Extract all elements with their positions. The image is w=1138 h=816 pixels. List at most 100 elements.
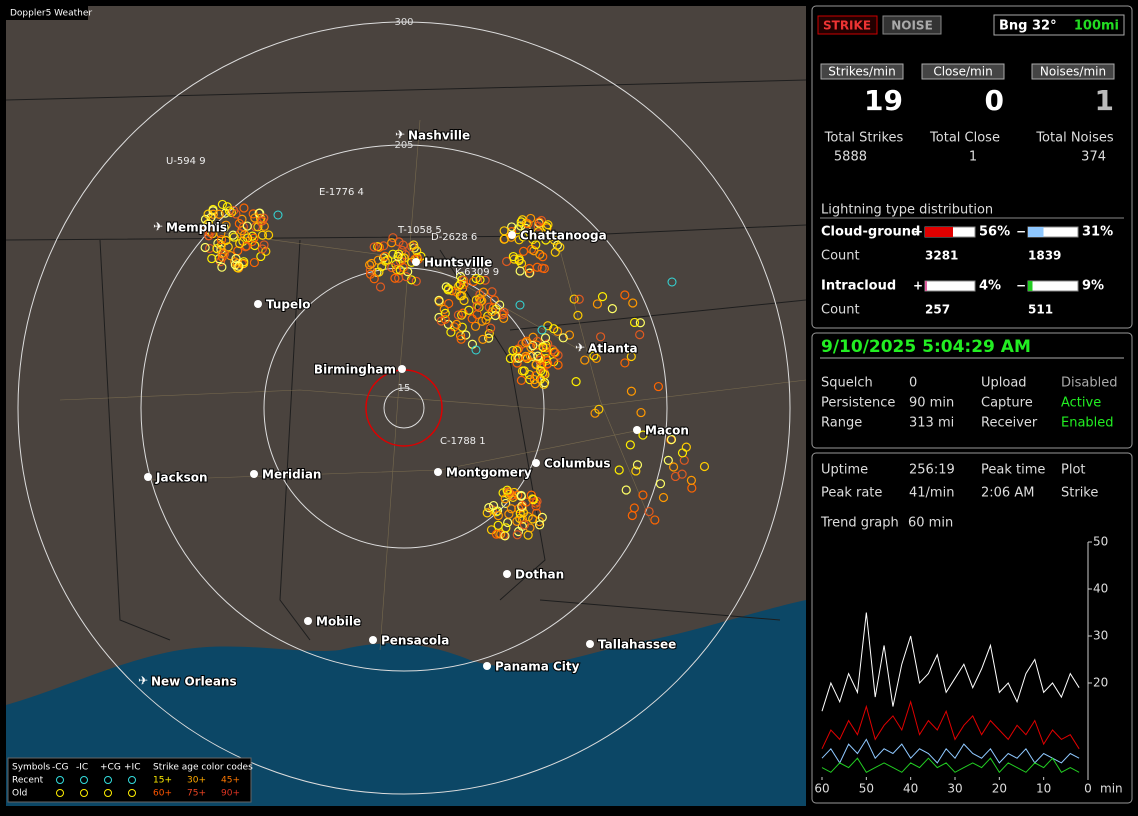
total-label: Total Strikes bbox=[824, 131, 904, 146]
title-bg bbox=[6, 6, 88, 20]
city-label: Pensacola bbox=[381, 634, 449, 648]
strike-symbol bbox=[411, 276, 421, 286]
percent: 4% bbox=[979, 279, 1001, 294]
bar-fill bbox=[1028, 281, 1033, 291]
strike-symbol bbox=[553, 360, 563, 370]
strike-symbol bbox=[535, 249, 545, 259]
storm-tag: E-1776 4 bbox=[319, 187, 364, 198]
bar-fill bbox=[925, 281, 927, 291]
strike-symbol bbox=[620, 290, 630, 300]
strike-symbol bbox=[631, 466, 641, 476]
strike-symbol bbox=[620, 358, 630, 368]
strike-symbol bbox=[508, 345, 518, 356]
strike-symbol bbox=[434, 295, 444, 306]
strike-symbol bbox=[232, 263, 243, 273]
count: 257 bbox=[925, 303, 950, 317]
strike-symbol bbox=[226, 207, 237, 218]
strike-symbol bbox=[699, 461, 710, 472]
x-tick-label: 50 bbox=[859, 782, 874, 796]
strike-symbol bbox=[253, 222, 263, 232]
x-tick-label: 60 bbox=[814, 782, 829, 796]
button[interactable] bbox=[882, 15, 942, 35]
strike-symbol bbox=[677, 469, 687, 479]
y-tick-label: 20 bbox=[1093, 676, 1108, 690]
strike-symbol bbox=[500, 494, 510, 504]
city-label: Mobile bbox=[316, 615, 361, 629]
y-tick-label: 40 bbox=[1093, 582, 1108, 596]
strike-symbol bbox=[475, 275, 485, 285]
y-tick-label: 30 bbox=[1093, 629, 1108, 643]
strike-symbol bbox=[493, 510, 503, 521]
legend-age-title: Strike age color codes bbox=[153, 763, 253, 773]
dist-label: Intracloud bbox=[821, 279, 896, 294]
strike-symbol bbox=[206, 212, 216, 222]
strike-symbol bbox=[231, 254, 241, 264]
strike-symbol bbox=[516, 490, 526, 501]
legend-type: +IC bbox=[124, 763, 140, 773]
strike-symbol bbox=[521, 337, 531, 348]
strike-symbol bbox=[455, 291, 465, 301]
strike-symbol bbox=[216, 235, 227, 245]
strike-symbol bbox=[374, 267, 384, 277]
city-label: Birmingham bbox=[314, 363, 396, 377]
legend-type: -CG bbox=[52, 763, 69, 773]
count: 511 bbox=[1028, 303, 1053, 317]
range-label: 300 bbox=[394, 17, 413, 28]
count-label: Count bbox=[821, 249, 860, 264]
strike-symbol bbox=[591, 353, 601, 364]
legend-age: 75+ bbox=[187, 789, 206, 799]
strike-symbol bbox=[458, 308, 468, 318]
city-label: Panama City bbox=[495, 660, 580, 674]
percent: 9% bbox=[1082, 279, 1104, 294]
strike-symbol bbox=[580, 355, 590, 365]
strike-symbol bbox=[538, 252, 548, 262]
strike-symbol bbox=[273, 210, 283, 220]
range: 100mi bbox=[1074, 19, 1119, 34]
bearing: Bng 32° bbox=[999, 19, 1057, 34]
stat-value: 256:19 bbox=[909, 463, 955, 478]
strike-symbol bbox=[504, 509, 514, 519]
sign: − bbox=[1016, 225, 1026, 239]
storm-tag: C-1788 1 bbox=[440, 436, 486, 447]
strike-symbol bbox=[536, 366, 546, 376]
strike-symbol bbox=[208, 209, 218, 219]
strike-symbol bbox=[523, 218, 533, 229]
strike-symbol bbox=[524, 268, 535, 278]
range-label: 15 bbox=[398, 383, 411, 394]
strike-symbol bbox=[477, 316, 487, 326]
strike-symbol bbox=[207, 253, 217, 264]
strike-symbol bbox=[239, 230, 250, 240]
status-value: Disabled bbox=[1061, 376, 1117, 391]
legend-age: 15+ bbox=[153, 776, 172, 786]
strike-symbol bbox=[519, 366, 529, 376]
strike-symbol bbox=[478, 287, 489, 297]
strike-symbol bbox=[242, 221, 252, 231]
strike-symbol bbox=[259, 240, 269, 250]
strike-symbol bbox=[369, 274, 379, 284]
legend-age: 90+ bbox=[221, 789, 240, 799]
city-label: Chattanooga bbox=[520, 229, 607, 243]
strike-symbol bbox=[594, 404, 604, 414]
city-label: Columbus bbox=[544, 457, 611, 471]
x-tick-label: 0 bbox=[1084, 782, 1092, 796]
strike-symbol bbox=[388, 233, 398, 243]
storm-tag: T-1058 5 bbox=[397, 225, 442, 236]
city-dot bbox=[532, 459, 540, 467]
strike-symbol bbox=[558, 333, 568, 343]
city-label: Atlanta bbox=[588, 342, 638, 356]
strike-symbol bbox=[644, 506, 654, 517]
strike-symbol bbox=[506, 504, 516, 514]
strike-symbol bbox=[255, 213, 266, 223]
strike-symbol bbox=[535, 520, 545, 530]
button[interactable] bbox=[817, 15, 878, 35]
strike-symbol bbox=[512, 358, 522, 368]
legend-symbol bbox=[104, 789, 112, 797]
bar-frame bbox=[924, 280, 976, 292]
strike-symbol bbox=[480, 275, 490, 285]
strike-symbol bbox=[373, 255, 383, 265]
city-label: Memphis bbox=[166, 221, 227, 235]
strike-symbol bbox=[375, 282, 386, 292]
status-label: Capture bbox=[981, 396, 1033, 411]
strike-symbol bbox=[521, 497, 531, 507]
strike-symbol bbox=[531, 360, 541, 370]
